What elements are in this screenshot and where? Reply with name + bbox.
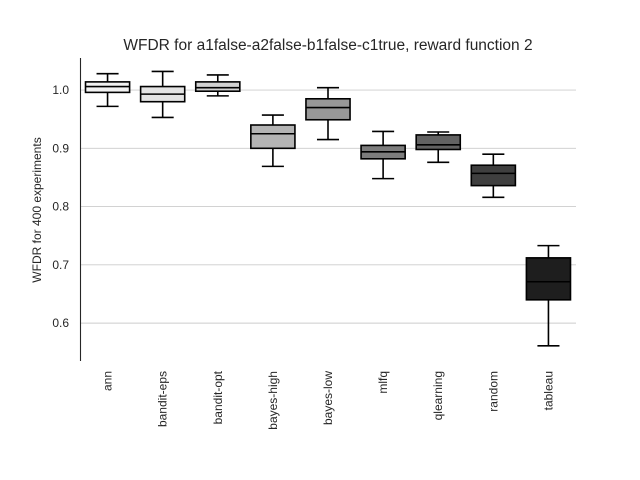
box-qlearning xyxy=(415,131,462,164)
x-tick-label: random xyxy=(486,371,500,412)
x-tick-label: bayes-low xyxy=(321,371,335,425)
box-body xyxy=(470,164,517,187)
y-tick-label: 0.7 xyxy=(52,258,69,272)
box-bayes-high xyxy=(250,114,296,168)
box-mlfq xyxy=(360,130,406,180)
x-tick-label: bandit-eps xyxy=(156,371,170,427)
y-tick-labels: 0.6 0.7 0.8 0.9 1.0 xyxy=(52,83,69,330)
box-body xyxy=(415,134,462,151)
y-tick-label: 0.6 xyxy=(52,316,69,330)
box-bayes-low xyxy=(305,86,351,141)
x-tick-label: bayes-high xyxy=(266,371,280,430)
box-body xyxy=(250,124,296,150)
box-random xyxy=(470,153,517,199)
y-tick-label: 0.8 xyxy=(52,200,69,214)
box-body xyxy=(525,257,572,301)
y-tick-label: 0.9 xyxy=(52,141,69,155)
x-tick-label: mlfq xyxy=(376,371,390,394)
x-tick-label: tableau xyxy=(541,371,555,410)
y-axis-label: WFDR for 400 experiments xyxy=(30,137,44,282)
x-tick-label: ann xyxy=(101,371,115,391)
box-plots xyxy=(84,70,572,347)
x-tick-labels: ann bandit-eps bandit-opt bayes-high bayes-l… xyxy=(101,370,556,429)
box-tableau xyxy=(525,244,572,347)
x-tick-label: bandit-opt xyxy=(211,370,225,424)
box-ann xyxy=(84,72,131,108)
x-tick-label: qlearning xyxy=(431,371,445,420)
box-body xyxy=(305,97,351,121)
box-bandit-eps xyxy=(139,70,186,119)
box-body xyxy=(194,81,241,93)
y-tick-label: 1.0 xyxy=(52,83,69,97)
box-bandit-opt xyxy=(194,74,241,97)
chart-title: WFDR for a1false-a2false-b1false-c1true,… xyxy=(123,37,532,54)
